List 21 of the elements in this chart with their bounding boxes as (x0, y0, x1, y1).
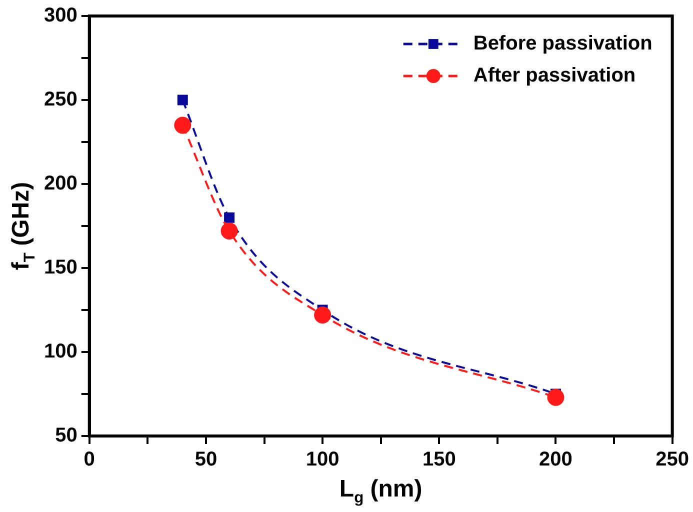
point (224, 212, 235, 223)
point (220, 222, 238, 240)
y-tick-label: 100 (44, 340, 78, 363)
point (177, 94, 188, 106)
y-tick-label: 200 (44, 172, 78, 195)
point (314, 306, 332, 324)
x-tick-label: 100 (306, 448, 340, 471)
x-tick-label: 50 (194, 448, 218, 471)
x-tick-label: 0 (84, 448, 95, 471)
legend-label: Before passivation (473, 32, 652, 55)
legend-label: After passivation (473, 64, 636, 87)
point (547, 388, 564, 406)
y-tick-label: 250 (44, 88, 78, 111)
point (174, 116, 192, 134)
x-tick-label: 250 (656, 448, 690, 471)
x-tick-label: 150 (422, 448, 456, 471)
y-axis-title: fT (GHz) (8, 182, 39, 270)
y-tick-label: 150 (44, 256, 78, 279)
x-tick-label: 200 (539, 448, 572, 471)
y-tick-label: 300 (44, 4, 78, 27)
y-tick-label: 50 (55, 424, 78, 447)
